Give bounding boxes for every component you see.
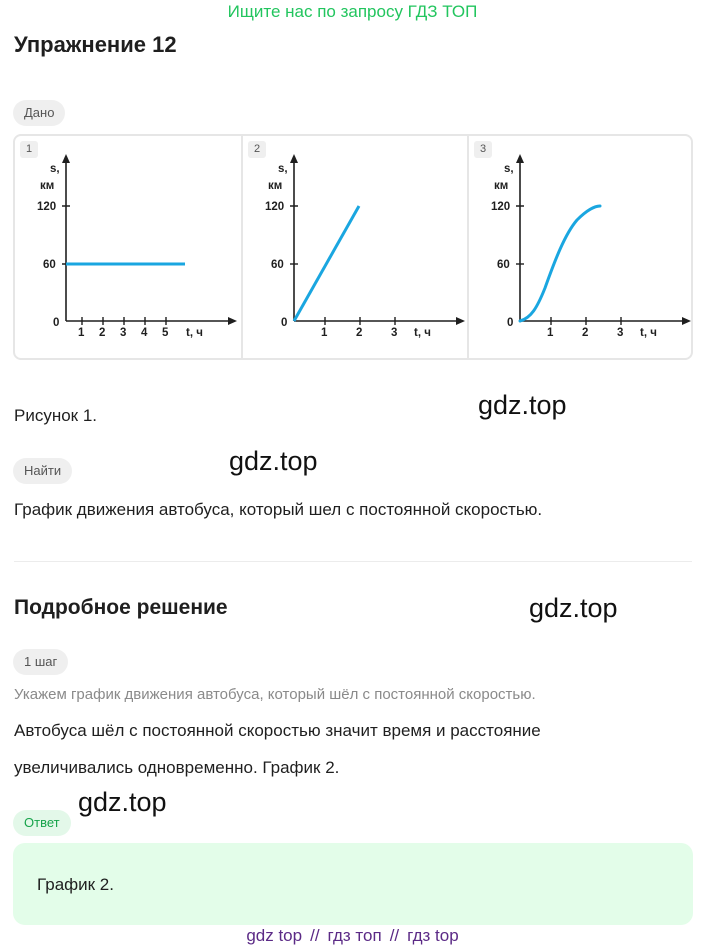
y-axis-unit: км xyxy=(40,180,54,192)
x-tick-label: 3 xyxy=(391,327,397,339)
y-axis-unit: км xyxy=(268,180,282,192)
x-tick-label: 3 xyxy=(617,327,623,339)
y-tick-label: 120 xyxy=(265,201,284,213)
x-tick-label: 1 xyxy=(321,327,328,339)
page-title: Упражнение 12 xyxy=(14,32,177,57)
find-text: График движения автобуса, который шел с … xyxy=(14,500,543,519)
footer-link-gdz-top-mixed[interactable]: гдз top xyxy=(407,926,459,945)
given-tag: Дано xyxy=(13,100,66,126)
step-hint: Укажем график движения автобуса, который… xyxy=(14,686,536,703)
y-axis-label: s, xyxy=(504,163,514,175)
panel-number: 2 xyxy=(248,141,266,158)
graph-panel-2: 2 s, км 120 60 0 1 2 3 t, ч xyxy=(241,136,467,358)
x-axis-label: t, ч xyxy=(186,327,203,339)
figure-graphs: 1 s, км 120 60 0 1 2 3 4 5 t, ч xyxy=(13,134,693,360)
x-axis-arrow xyxy=(228,317,237,325)
watermark: gdz.top xyxy=(229,446,318,476)
x-axis-label: t, ч xyxy=(640,327,657,339)
step-text-line-1: Автобуса шёл с постоянной скоростью знач… xyxy=(14,721,541,740)
y-axis-arrow xyxy=(62,154,70,163)
watermark: gdz.top xyxy=(478,390,567,420)
y-axis-arrow xyxy=(290,154,298,163)
y-axis-arrow xyxy=(516,154,524,163)
answer-box: График 2. xyxy=(13,843,693,925)
footer-link-gdz-top-ru[interactable]: гдз топ xyxy=(327,926,382,945)
footer-separator: // xyxy=(389,926,400,945)
x-axis-label: t, ч xyxy=(414,327,431,339)
y-axis-label: s, xyxy=(50,163,60,175)
x-tick-label: 2 xyxy=(356,327,362,339)
y-tick-label: 0 xyxy=(53,317,59,329)
step-tag: 1 шаг xyxy=(13,649,69,675)
x-tick-label: 2 xyxy=(99,327,105,339)
y-tick-label: 120 xyxy=(491,201,510,213)
graph-panel-3: 3 s, км 120 60 0 1 2 3 t, ч xyxy=(467,136,691,358)
y-tick-label: 60 xyxy=(497,259,510,271)
find-tag: Найти xyxy=(13,458,73,484)
watermark: gdz.top xyxy=(529,593,618,623)
y-tick-label: 0 xyxy=(507,317,513,329)
figure-caption: Рисунок 1. xyxy=(14,406,98,425)
answer-tag: Ответ xyxy=(13,810,71,836)
solution-title: Подробное решение xyxy=(14,596,228,619)
step-text-line-2: увеличивались одновременно. График 2. xyxy=(14,758,340,777)
graph-2-svg: s, км 120 60 0 1 2 3 t, ч xyxy=(265,154,465,339)
x-tick-label: 5 xyxy=(162,327,169,339)
footer-link-gdz-top[interactable]: gdz top xyxy=(246,926,303,945)
footer-links: gdz top // гдз топ // гдз top xyxy=(0,926,705,946)
panel-number: 3 xyxy=(474,141,492,158)
section-divider xyxy=(14,561,692,562)
motion-line-s-curve xyxy=(518,204,602,323)
top-banner: Ищите нас по запросу ГДЗ ТОП xyxy=(227,2,478,21)
x-tick-label: 3 xyxy=(120,327,126,339)
motion-line-linear xyxy=(292,205,361,322)
y-tick-label: 0 xyxy=(281,317,287,329)
footer-separator: // xyxy=(310,926,320,945)
graph-3-svg: s, км 120 60 0 1 2 3 t, ч xyxy=(491,154,691,339)
x-tick-label: 2 xyxy=(582,327,588,339)
x-tick-label: 4 xyxy=(141,327,148,339)
y-axis-unit: км xyxy=(494,180,508,192)
answer-text: График 2. xyxy=(37,875,114,894)
x-axis-arrow xyxy=(682,317,691,325)
y-tick-label: 120 xyxy=(37,201,56,213)
y-tick-label: 60 xyxy=(43,259,56,271)
x-tick-label: 1 xyxy=(547,327,554,339)
graph-panel-1: 1 s, км 120 60 0 1 2 3 4 5 t, ч xyxy=(15,136,241,358)
panel-number: 1 xyxy=(20,141,38,158)
graph-1-svg: s, км 120 60 0 1 2 3 4 5 t, ч xyxy=(37,154,237,339)
y-axis-label: s, xyxy=(278,163,288,175)
x-tick-label: 1 xyxy=(78,327,85,339)
y-tick-label: 60 xyxy=(271,259,284,271)
watermark: gdz.top xyxy=(78,787,167,817)
x-axis-arrow xyxy=(456,317,465,325)
